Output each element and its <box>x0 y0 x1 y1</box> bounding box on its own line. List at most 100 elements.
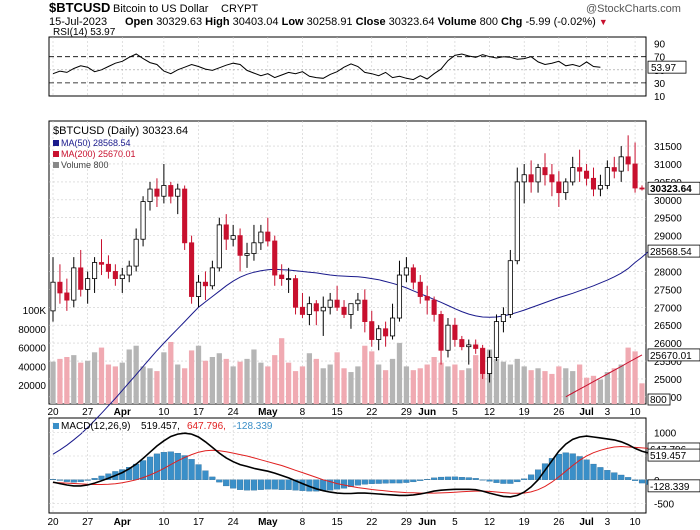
candle-body <box>625 156 631 165</box>
candle-body <box>473 344 479 349</box>
candle-body <box>112 271 118 280</box>
candle-body <box>71 267 77 301</box>
ma200-value-tag: 25670.01 <box>650 351 692 362</box>
rsi-last-value-box <box>647 60 687 74</box>
macd-histogram-bar <box>216 479 223 483</box>
candle-body <box>556 181 562 194</box>
candle-body <box>632 163 638 189</box>
macd-histogram-bar <box>437 476 445 480</box>
price-xlabel-4: 17 <box>193 407 205 418</box>
close-label: Close <box>355 16 386 28</box>
macd-histogram-bar <box>202 470 209 480</box>
volume-ytick-0: 100K <box>23 306 47 317</box>
candle-body <box>119 274 125 280</box>
low-label: Low <box>281 16 304 28</box>
volume-bar <box>355 366 361 404</box>
volume-bar <box>112 366 118 404</box>
candle-body <box>417 281 423 297</box>
candle-body <box>424 296 430 301</box>
volume-bar <box>438 362 444 404</box>
legend-swatch-1 <box>53 151 59 157</box>
candle-body <box>563 181 569 194</box>
volume-value-tag: 800 <box>650 395 667 406</box>
volume-label: Volume <box>437 16 477 28</box>
candle-body <box>244 253 250 256</box>
candle-body <box>507 260 513 315</box>
macd-histogram-bar <box>243 479 251 491</box>
volume-bar <box>140 366 146 404</box>
candle-body <box>216 224 222 269</box>
volume-bar <box>459 370 465 404</box>
macd-xlabel-5: 24 <box>228 517 240 528</box>
macd-histogram-bar <box>195 464 202 480</box>
ma50-line <box>52 250 650 455</box>
price-xlabel-18: 10 <box>630 407 642 418</box>
macd-histogram-bar <box>604 470 611 480</box>
candle-body <box>577 167 583 172</box>
volume-bar <box>396 342 403 404</box>
price-xlabel-11: Jun <box>418 407 436 418</box>
volume-bar <box>64 357 70 404</box>
candle-body <box>133 238 139 267</box>
volume-bar <box>452 364 458 404</box>
macd-histogram-bar <box>611 472 618 480</box>
price-ytick-11: 26000 <box>654 339 682 350</box>
price-ytick-4: 29500 <box>654 214 682 225</box>
macd-histogram-bar <box>237 479 244 490</box>
legend-entry-0: MA(50) 28568.54 <box>61 138 131 148</box>
volume-bar <box>168 341 174 404</box>
macd-xlabel-18: 10 <box>630 517 642 528</box>
macd-histogram-bar <box>223 479 230 487</box>
volume-bar <box>507 364 513 404</box>
candle-body <box>383 328 389 337</box>
macd-histogram-bar <box>618 474 625 480</box>
close-value: 30323.64 <box>388 16 435 28</box>
candle-body <box>487 357 493 374</box>
price-ytick-1: 31000 <box>654 160 682 171</box>
price-ytick-10: 26500 <box>654 321 682 332</box>
volume-bar <box>369 351 375 404</box>
macd-histogram-bar <box>382 479 389 484</box>
volume-bar <box>292 371 299 404</box>
rsi-panel <box>48 36 647 97</box>
macd-histogram-bar <box>257 479 264 490</box>
price-chart-title: $BTCUSD (Daily) 30323.64 <box>53 125 188 137</box>
high-value: 30403.04 <box>232 16 279 28</box>
candle-body <box>535 167 541 183</box>
price-xlabel-17: 3 <box>605 407 611 418</box>
macd-xlabel-7: 8 <box>300 517 306 528</box>
macd-histogram-bar <box>84 479 91 481</box>
macd-histogram-bar <box>479 479 486 481</box>
macd-histogram-bar <box>271 479 278 490</box>
candle-body <box>126 265 132 276</box>
candle-body <box>189 242 195 297</box>
candle-body <box>438 314 444 351</box>
candle-body <box>639 187 645 190</box>
macd-histogram-bar <box>486 479 493 482</box>
candle-body <box>355 299 361 305</box>
macd-histogram-bar <box>209 476 216 480</box>
candle-body <box>341 306 347 315</box>
price-xlabel-9: 22 <box>366 407 378 418</box>
macd-histogram-bar <box>410 479 417 483</box>
candle-body <box>452 324 458 340</box>
macd-histogram-bar <box>417 479 424 481</box>
price-xlabel-8: 15 <box>332 407 344 418</box>
macd-histogram-bar <box>555 453 562 480</box>
macd-histogram-bar <box>77 479 84 482</box>
macd-xlabel-6: May <box>258 517 278 528</box>
macd-xlabel-17: 3 <box>605 517 611 528</box>
macd-histogram-bar <box>278 479 285 490</box>
macd-legend-part-0: MACD(12,26,9) <box>61 421 130 432</box>
macd-histogram-bar <box>500 479 507 484</box>
macd-histogram-bar <box>313 479 320 492</box>
price-xlabel-5: 24 <box>228 407 240 418</box>
macd-histogram-bar <box>403 479 410 483</box>
legend-entry-1: MA(200) 25670.01 <box>61 149 136 159</box>
volume-bar <box>417 368 423 404</box>
volume-bar <box>279 338 285 404</box>
volume-bar <box>223 358 229 404</box>
price-xlabel-16: Jul <box>579 407 594 418</box>
macd-xlabel-13: 12 <box>484 517 496 528</box>
macd-xlabel-14: 19 <box>519 517 531 528</box>
